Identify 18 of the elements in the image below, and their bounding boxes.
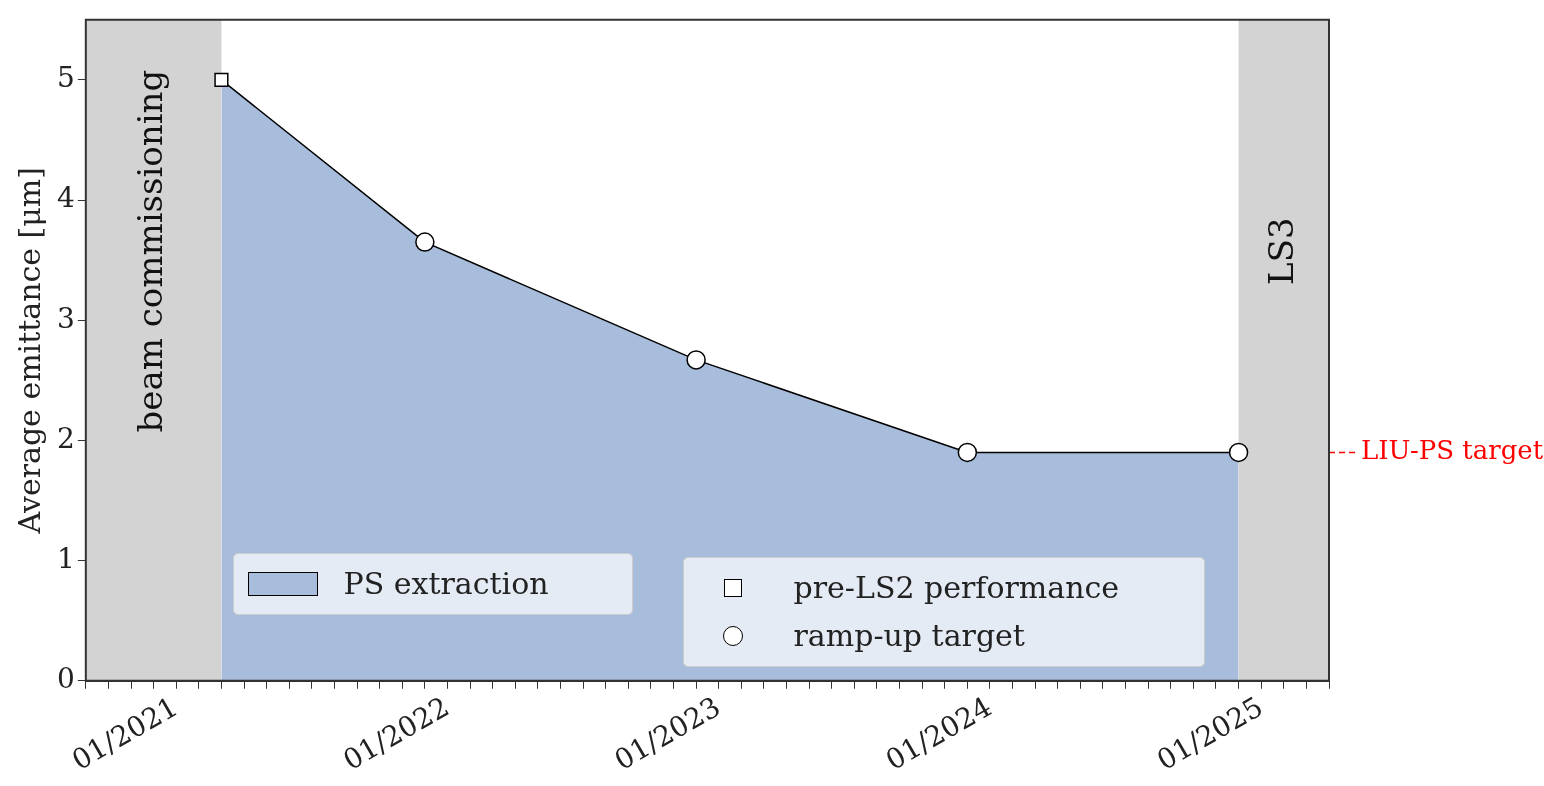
y-tick-label: 3 xyxy=(56,301,75,335)
y-tick-label: 4 xyxy=(56,181,75,215)
y-tick-label: 5 xyxy=(56,61,75,95)
y-tick-label: 2 xyxy=(56,421,75,455)
point xyxy=(957,442,978,463)
band-label: beam commissioning xyxy=(130,69,171,433)
y-axis-title: Average emittance [μm] xyxy=(11,167,47,535)
ref-line-label: LIU-PS target xyxy=(1361,435,1544,466)
legend-label: PS extraction xyxy=(343,566,549,602)
point xyxy=(415,232,435,252)
point xyxy=(686,350,706,370)
legend-label: ramp-up target xyxy=(793,618,1025,654)
legend-label: pre-LS2 performance xyxy=(793,570,1120,606)
point xyxy=(1228,442,1249,463)
point xyxy=(214,72,229,87)
y-tick-label: 0 xyxy=(56,662,75,696)
band-label: LS3 xyxy=(1260,217,1301,285)
y-tick-label: 1 xyxy=(56,541,75,575)
